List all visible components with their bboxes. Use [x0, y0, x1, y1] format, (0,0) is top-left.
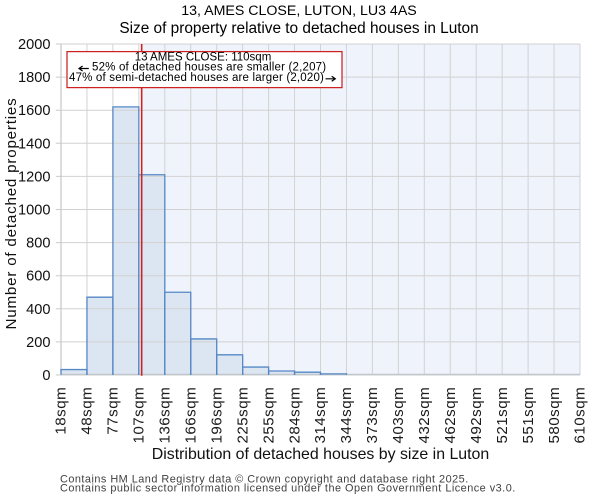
svg-text:580sqm: 580sqm [546, 387, 563, 444]
svg-text:521sqm: 521sqm [494, 387, 511, 444]
svg-text:432sqm: 432sqm [416, 387, 433, 444]
svg-text:13 AMES CLOSE: 110sqm: 13 AMES CLOSE: 110sqm [135, 51, 272, 63]
svg-text:1200: 1200 [18, 169, 50, 185]
svg-text:1000: 1000 [18, 203, 50, 219]
svg-text:48sqm: 48sqm [79, 387, 96, 435]
svg-text:18sqm: 18sqm [53, 387, 70, 435]
svg-text:Contains public sector informa: Contains public sector information licen… [60, 483, 516, 495]
svg-text:Distribution of detached house: Distribution of detached houses by size … [152, 446, 489, 463]
svg-text:492sqm: 492sqm [468, 387, 485, 444]
svg-text:462sqm: 462sqm [442, 387, 459, 444]
svg-text:166sqm: 166sqm [182, 387, 199, 444]
svg-text:Size of property relative to d: Size of property relative to detached ho… [119, 20, 478, 37]
svg-text:255sqm: 255sqm [260, 387, 277, 444]
svg-text:1800: 1800 [18, 70, 50, 86]
svg-text:200: 200 [26, 335, 50, 351]
svg-text:800: 800 [26, 236, 50, 252]
svg-text:1400: 1400 [18, 136, 50, 152]
svg-text:13, AMES CLOSE, LUTON, LU3 4AS: 13, AMES CLOSE, LUTON, LU3 4AS [181, 3, 417, 19]
svg-text:314sqm: 314sqm [312, 387, 329, 444]
svg-text:400: 400 [26, 302, 50, 318]
svg-text:Number of detached properties: Number of detached properties [3, 98, 20, 330]
svg-text:344sqm: 344sqm [338, 387, 355, 444]
svg-text:47% of semi-detached houses ar: 47% of semi-detached houses are larger (… [69, 72, 324, 84]
svg-text:1600: 1600 [18, 103, 50, 119]
svg-text:225sqm: 225sqm [234, 387, 251, 444]
svg-text:284sqm: 284sqm [286, 387, 303, 444]
svg-text:0: 0 [42, 368, 50, 384]
svg-text:610sqm: 610sqm [572, 387, 589, 444]
svg-text:403sqm: 403sqm [390, 387, 407, 444]
svg-text:196sqm: 196sqm [208, 387, 225, 444]
svg-text:Contains HM Land Registry data: Contains HM Land Registry data © Crown c… [60, 473, 469, 485]
svg-text:600: 600 [26, 269, 50, 285]
svg-text:77sqm: 77sqm [105, 387, 122, 435]
svg-text:551sqm: 551sqm [520, 387, 537, 444]
svg-text:52% of detached houses are sma: 52% of detached houses are smaller (2,20… [92, 62, 326, 74]
svg-text:107sqm: 107sqm [131, 387, 148, 444]
svg-text:136sqm: 136sqm [157, 387, 174, 444]
svg-text:373sqm: 373sqm [364, 387, 381, 444]
svg-text:2000: 2000 [18, 37, 50, 53]
